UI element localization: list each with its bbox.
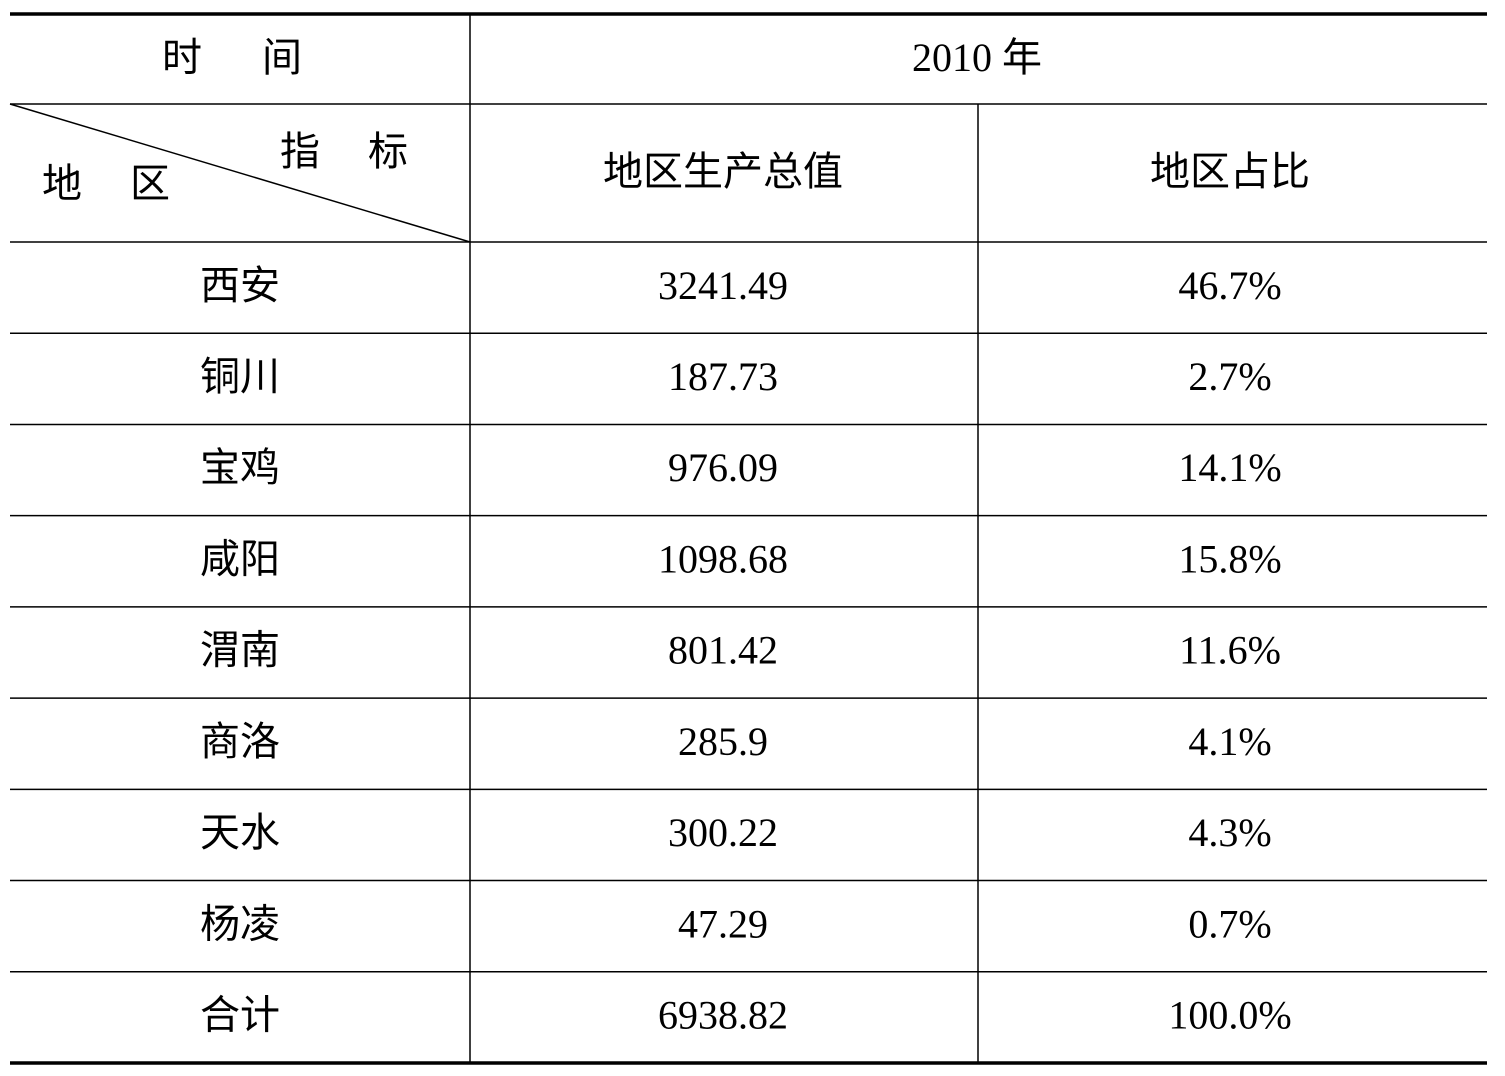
- diagonal-divider: [9, 103, 471, 243]
- time-label: 时间: [162, 35, 362, 80]
- gdp-value: 1098.68: [658, 536, 788, 581]
- share-value: 2.7%: [1188, 354, 1271, 399]
- region-name: 天水: [200, 810, 280, 855]
- share-value: 4.3%: [1188, 810, 1271, 855]
- gdp-value: 801.42: [668, 628, 778, 673]
- column-header: 地区生产总值: [603, 149, 843, 194]
- region-name: 杨凌: [200, 901, 280, 946]
- share-value: 100.0%: [1168, 993, 1291, 1038]
- share-value: 14.1%: [1178, 445, 1281, 490]
- region-label: 地区: [42, 161, 218, 206]
- region-name: 商洛: [200, 719, 280, 764]
- share-value: 4.1%: [1188, 719, 1271, 764]
- region-name: 西安: [200, 263, 280, 308]
- gdp-value: 187.73: [668, 354, 778, 399]
- gdp-value: 6938.82: [658, 993, 788, 1038]
- region-name: 铜川: [200, 354, 280, 399]
- share-value: 15.8%: [1178, 536, 1281, 581]
- gdp-value: 976.09: [668, 445, 778, 490]
- region-name: 合计: [200, 993, 280, 1038]
- column-header: 地区占比: [1150, 149, 1310, 194]
- indicator-label: 指标: [280, 129, 456, 174]
- gdp-value: 3241.49: [658, 263, 788, 308]
- gdp-value: 300.22: [668, 810, 778, 855]
- share-value: 11.6%: [1179, 628, 1281, 673]
- share-value: 0.7%: [1188, 901, 1271, 946]
- share-value: 46.7%: [1178, 263, 1281, 308]
- gdp-value: 285.9: [678, 719, 768, 764]
- gdp-value: 47.29: [678, 901, 768, 946]
- region-name: 咸阳: [200, 536, 280, 581]
- year-header: 2010 年: [912, 35, 1042, 80]
- region-name: 渭南: [200, 628, 280, 673]
- region-name: 宝鸡: [200, 445, 280, 490]
